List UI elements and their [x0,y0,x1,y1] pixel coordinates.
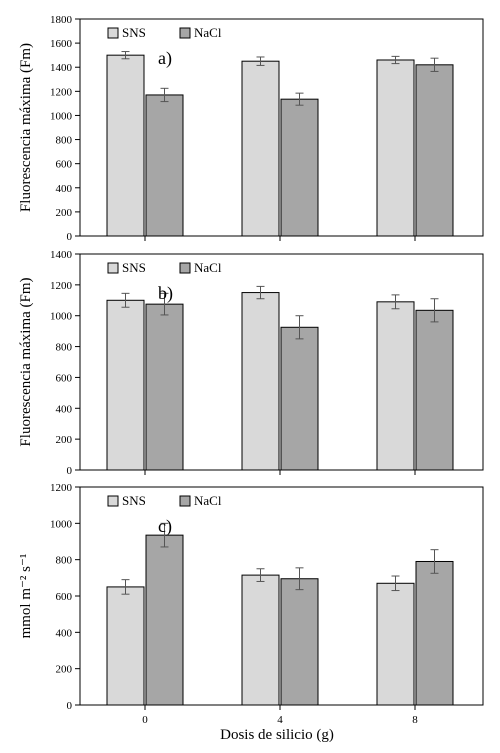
legend-swatch-nacl [179,262,191,274]
panel-label: c) [158,516,172,537]
y-tick-label: 800 [56,135,73,147]
y-tick-label: 0 [67,465,73,477]
y-tick-label: 200 [56,664,73,676]
x-tick-label: 8 [412,714,418,726]
legend-label-nacl: NaCl [194,493,222,508]
bar-nacl-1 [280,578,319,706]
bar-sns-1 [241,574,280,706]
legend-swatch-nacl [179,495,191,507]
legend-label-nacl: NaCl [194,260,222,275]
y-axis-label: Fluorescencia máxima (Fm) [18,43,34,212]
y-tick-label: 1200 [50,482,73,494]
bar-nacl-0 [145,94,184,237]
legend-label-sns: SNS [122,493,146,508]
bar-nacl-2 [415,64,454,237]
y-tick-label: 600 [56,591,73,603]
y-tick-label: 400 [56,627,73,639]
y-tick-label: 1200 [50,280,73,292]
bar-nacl-2 [415,309,454,471]
x-tick-label: 0 [142,714,148,726]
bar-sns-2 [376,582,415,706]
bar-sns-2 [376,59,415,237]
y-tick-label: 400 [56,183,73,195]
bar-nacl-1 [280,326,319,471]
y-tick-label: 200 [56,207,73,219]
y-tick-label: 1400 [50,62,73,74]
y-tick-label: 800 [56,342,73,354]
bar-nacl-0 [145,303,184,471]
y-tick-label: 1000 [50,518,73,530]
legend-label-nacl: NaCl [194,25,222,40]
legend-swatch-nacl [179,27,191,39]
legend-swatch-sns [107,27,119,39]
legend-label-sns: SNS [122,25,146,40]
panel-label: a) [158,48,172,69]
legend-label-sns: SNS [122,260,146,275]
y-tick-label: 600 [56,159,73,171]
y-tick-label: 0 [67,231,73,243]
y-axis-label: mmol m⁻² s⁻¹ [18,554,34,639]
y-tick-label: 800 [56,555,73,567]
chart-panel-2: 0 200 400 600 800 1000 1200 1400 SNS NaCl b) Fluore… [18,249,484,477]
y-tick-label: 1600 [50,38,73,50]
bar-nacl-1 [280,98,319,237]
panel-label: b) [158,283,173,304]
y-tick-label: 1000 [50,311,73,323]
x-tick-label: 4 [277,714,283,726]
y-axis-label: Fluorescencia máxima (Fm) [18,277,34,446]
bar-sns-0 [106,299,145,471]
bar-sns-0 [106,54,145,237]
y-tick-label: 400 [56,403,73,415]
bar-nacl-2 [415,560,454,706]
chart-panel-1: 0 200 400 600 800 1000 1200 1400 1600 1800 SNS NaCl… [18,14,484,243]
legend-swatch-sns [107,495,119,507]
y-tick-label: 1400 [50,249,73,261]
chart-panel-3: 0 200 400 600 800 1000 1200 0 4 8 SNS NaCl c) mmol m⁻… [18,482,484,726]
bar-sns-0 [106,586,145,706]
y-tick-label: 1800 [50,14,73,26]
x-axis-label: Dosis de silicio (g) [220,727,334,743]
bar-sns-1 [241,60,280,237]
y-tick-label: 1200 [50,86,73,98]
y-tick-label: 200 [56,434,73,446]
bar-sns-1 [241,292,280,471]
y-tick-label: 0 [67,700,73,712]
y-tick-label: 600 [56,372,73,384]
y-tick-label: 1000 [50,110,73,122]
bar-nacl-0 [145,534,184,706]
bar-sns-2 [376,301,415,471]
legend-swatch-sns [107,262,119,274]
